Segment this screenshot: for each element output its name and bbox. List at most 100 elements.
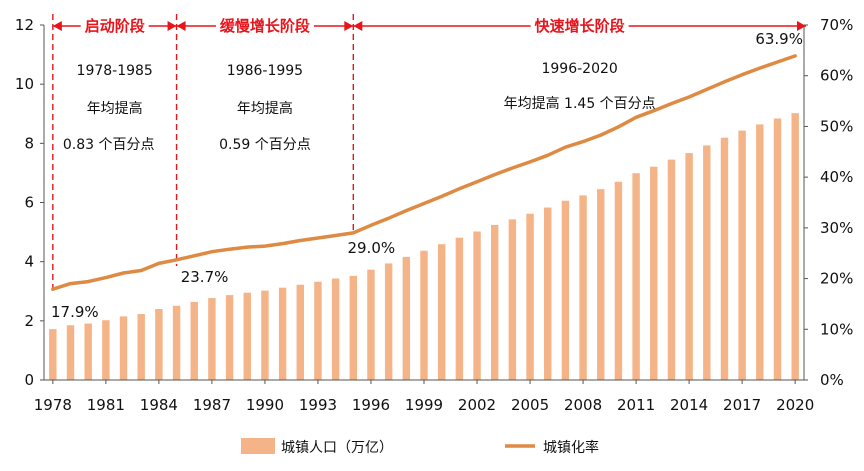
x-tick-label-2020: 2020 (776, 396, 814, 414)
bar-1987 (208, 298, 216, 380)
right-tick-label-70%: 70% (820, 16, 853, 34)
bar-1995 (349, 275, 358, 380)
x-tick-label-1987: 1987 (193, 396, 231, 414)
phase-line1-1: 年均提高 (237, 100, 293, 117)
bar-1988 (225, 295, 234, 380)
x-tick-label-1984: 1984 (140, 396, 178, 414)
bar-2014 (685, 153, 693, 380)
x-tick-label-2005: 2005 (511, 396, 549, 414)
x-tick-label-1993: 1993 (299, 396, 337, 414)
phase-years-0: 1978-1985 (77, 63, 153, 79)
arrow-head-right-0 (167, 21, 177, 31)
bar-2013 (667, 159, 676, 380)
bar-2003 (490, 224, 499, 380)
bar-1989 (243, 292, 251, 380)
left-tick-label-8: 8 (24, 134, 34, 152)
bar-1983 (137, 314, 145, 380)
x-tick-label-1999: 1999 (405, 396, 443, 414)
x-tick-label-2002: 2002 (458, 396, 496, 414)
right-tick-label-10%: 10% (820, 320, 853, 338)
bar-1999 (420, 250, 428, 380)
bar-2011 (632, 173, 640, 380)
left-tick-label-4: 4 (24, 253, 34, 271)
legend: 城镇人口（万亿） 城镇化率 (241, 438, 599, 456)
bar-1993 (314, 281, 322, 380)
right-tick-label-40%: 40% (820, 168, 853, 186)
phase-title-bg-0 (80, 15, 149, 37)
bar-1979 (66, 325, 75, 380)
bar-2015 (703, 145, 711, 380)
right-tick-label-30%: 30% (820, 219, 853, 237)
chart-texts: 启动阶段 缓慢增长阶段 快速增长阶段 1978-1985 年均提高 0.83 个百分点 19… (51, 17, 803, 321)
arrow-head-left-2 (353, 21, 363, 31)
annotation-3: 63.9% (755, 30, 803, 48)
annotation-2: 29.0% (347, 239, 395, 257)
right-tick-label-50%: 50% (820, 117, 853, 135)
arrow-head-left-0 (52, 21, 62, 31)
phase-line2-0: 0.83 个百分点 (63, 137, 155, 153)
axes: 0 2 4 6 8 10 12 0% 10% 20% 30% 40% 50% 60% 70% 1978 1981… (15, 16, 853, 414)
bar-2019 (773, 118, 782, 380)
right-tick-label-20%: 20% (820, 270, 853, 288)
bar-1985 (172, 305, 181, 380)
annotation-0: 17.9% (51, 303, 99, 321)
legend-line-label: 城镇化率 (543, 439, 599, 456)
phase-title-bg-2 (530, 15, 629, 37)
bar-2002 (473, 231, 481, 380)
bar-1978 (49, 329, 57, 380)
bar-2018 (756, 124, 764, 381)
arrow-head-right-1 (344, 21, 354, 31)
bar-1994 (331, 278, 340, 380)
bar-2008 (579, 195, 587, 380)
bar-2006 (544, 207, 552, 380)
phase-line1-0: 年均提高 (87, 100, 143, 117)
x-tick-label-1978: 1978 (34, 396, 72, 414)
phase-years-1: 1986-1995 (227, 63, 303, 79)
arrow-head-right-2 (797, 21, 806, 31)
bar-2010 (614, 181, 623, 380)
legend-bar-label: 城镇人口（万亿） (281, 440, 393, 456)
left-tick-label-10: 10 (15, 75, 34, 93)
bar-1992 (296, 284, 304, 380)
bar-1982 (119, 316, 128, 380)
right-tick-label-0%: 0% (820, 371, 844, 389)
phase-line1-2: 年均提高 1.45 个百分点 (504, 95, 656, 112)
bar-2007 (561, 200, 570, 380)
annotation-1: 23.7% (181, 268, 229, 286)
bar-1981 (102, 320, 110, 380)
line-series (51, 54, 797, 291)
x-tick-label-2011: 2011 (617, 396, 655, 414)
bar-2017 (738, 130, 746, 380)
left-tick-label-6: 6 (24, 194, 34, 212)
bar-1996 (367, 269, 375, 380)
x-tick-label-2017: 2017 (723, 396, 761, 414)
bar-2016 (720, 137, 729, 380)
phase-title-0: 启动阶段 (85, 17, 145, 35)
bar-2020 (791, 113, 799, 381)
phase-divider-lines (52, 14, 806, 292)
bar-2004 (508, 219, 517, 380)
phase-title-1: 缓慢增长阶段 (220, 17, 310, 35)
bar-1986 (190, 301, 198, 380)
x-tick-label-1981: 1981 (87, 396, 125, 414)
bar-1980 (84, 323, 92, 380)
x-tick-label-1996: 1996 (352, 396, 390, 414)
bar-2012 (650, 166, 658, 380)
x-tick-label-2008: 2008 (564, 396, 602, 414)
legend-bar-swatch (241, 438, 275, 454)
left-tick-label-2: 2 (24, 312, 34, 330)
bar-1998 (402, 256, 411, 380)
bar-1984 (155, 309, 163, 380)
phase-years-2: 1996-2020 (541, 61, 617, 77)
phase-title-bg-1 (215, 15, 314, 37)
bar-2005 (526, 213, 534, 380)
left-tick-label-12: 12 (15, 16, 34, 34)
bar-1991 (278, 287, 287, 380)
bar-1990 (261, 290, 269, 380)
x-tick-label-2014: 2014 (670, 396, 708, 414)
x-tick-label-1990: 1990 (246, 396, 284, 414)
arrow-head-left-1 (176, 21, 186, 31)
phase-title-2: 快速增长阶段 (535, 17, 625, 35)
bar-2001 (455, 237, 464, 380)
